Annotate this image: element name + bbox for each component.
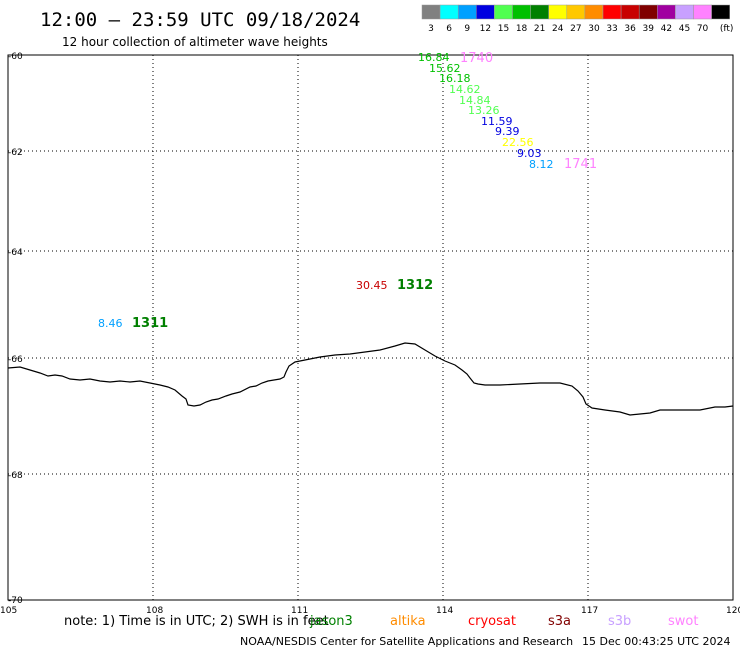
pass-time: 1312 bbox=[397, 278, 433, 293]
coastline bbox=[7, 342, 734, 416]
legend-label: 21 bbox=[534, 24, 545, 34]
satellite-name: swot bbox=[668, 614, 698, 629]
legend-label: 39 bbox=[643, 24, 655, 34]
pass-time-labels: 1740 1741 1312 1311 bbox=[132, 51, 597, 331]
pass-time: 1741 bbox=[564, 157, 597, 172]
satellite-legend: jason3 altika cryosat s3a s3b swot bbox=[309, 614, 698, 629]
legend-swatch bbox=[566, 4, 586, 20]
lon-label-108: 108 bbox=[146, 606, 163, 616]
legend-swatch bbox=[602, 4, 622, 20]
lon-label-117: 117 bbox=[581, 606, 598, 616]
satellite-name: s3b bbox=[608, 614, 631, 629]
swh-value: 15.62 bbox=[429, 62, 461, 75]
map-subtitle: 12 hour collection of altimeter wave hei… bbox=[62, 35, 328, 49]
legend-label: 18 bbox=[516, 24, 528, 34]
legend-swatch bbox=[494, 4, 513, 20]
legend-label: 27 bbox=[570, 24, 581, 34]
swh-value: 9.03 bbox=[517, 147, 542, 160]
legend-swatch bbox=[457, 4, 477, 20]
swh-value: 14.84 bbox=[459, 94, 491, 107]
legend-label: 12 bbox=[480, 24, 491, 34]
swh-value: 30.45 bbox=[356, 279, 388, 292]
legend-swatch bbox=[620, 4, 640, 20]
credit-line: NOAA/NESDIS Center for Satellite Applica… bbox=[240, 635, 573, 648]
satellite-name: cryosat bbox=[468, 614, 516, 629]
swh-value: 11.59 bbox=[481, 115, 513, 128]
swh-value: 8.46 bbox=[98, 317, 123, 330]
lat-label-66: -66 bbox=[8, 355, 23, 365]
graticule bbox=[8, 55, 733, 600]
swh-value: 22.56 bbox=[502, 136, 534, 149]
pass-time: 1740 bbox=[460, 51, 493, 66]
footer-note: note: 1) Time is in UTC; 2) SWH is in fe… bbox=[64, 614, 329, 629]
legend-swatch bbox=[476, 4, 495, 20]
legend-swatch bbox=[638, 4, 658, 20]
swh-value: 16.84 bbox=[418, 51, 450, 64]
legend-label: 36 bbox=[624, 24, 636, 34]
legend-label: 70 bbox=[697, 24, 709, 34]
satellite-name: s3a bbox=[548, 614, 571, 629]
lon-label-111: 111 bbox=[291, 606, 308, 616]
legend-swatch bbox=[675, 4, 694, 20]
lat-label-62: -62 bbox=[8, 148, 23, 158]
color-legend: 3 6 9 12 15 18 21 24 27 30 33 36 39 42 45 70 (ft) bbox=[421, 4, 734, 34]
legend-label: 45 bbox=[679, 24, 690, 34]
lat-label-70: -70 bbox=[8, 596, 23, 606]
legend-swatch bbox=[657, 4, 676, 20]
lon-label-114: 114 bbox=[436, 606, 453, 616]
legend-label: 9 bbox=[464, 24, 470, 34]
lat-label-68: -68 bbox=[8, 471, 23, 481]
lon-label-105: 105 bbox=[0, 606, 17, 616]
legend-swatch bbox=[693, 4, 712, 20]
satellite-name: jason3 bbox=[309, 614, 353, 629]
legend-label: 30 bbox=[588, 24, 600, 34]
render-timestamp: 15 Dec 00:43:25 UTC 2024 bbox=[582, 635, 730, 648]
swh-value: 8.12 bbox=[529, 158, 554, 171]
legend-swatch bbox=[548, 4, 568, 20]
legend-label: 42 bbox=[661, 24, 672, 34]
swh-value: 9.39 bbox=[495, 125, 520, 138]
legend-label: 6 bbox=[446, 24, 452, 34]
legend-swatch bbox=[421, 4, 441, 20]
lon-label-120: 120 bbox=[726, 606, 740, 616]
legend-swatch bbox=[530, 4, 549, 20]
legend-swatch bbox=[711, 4, 730, 20]
legend-label: (ft) bbox=[720, 24, 734, 34]
legend-label: 24 bbox=[552, 24, 564, 34]
swh-observations: 16.84 15.62 16.18 14.62 14.84 13.26 11.5… bbox=[98, 51, 554, 330]
lat-label-60: -60 bbox=[8, 52, 23, 62]
legend-label: 33 bbox=[606, 24, 617, 34]
swh-value: 14.62 bbox=[449, 83, 481, 96]
legend-swatch bbox=[439, 4, 459, 20]
swh-value: 16.18 bbox=[439, 72, 471, 85]
map-title: 12:00 – 23:59 UTC 09/18/2024 bbox=[40, 9, 360, 31]
satellite-name: altika bbox=[390, 614, 426, 629]
legend-swatch bbox=[512, 4, 531, 20]
legend-swatch bbox=[584, 4, 604, 20]
legend-label: 3 bbox=[428, 24, 434, 34]
legend-label: 15 bbox=[498, 24, 509, 34]
pass-time: 1311 bbox=[132, 316, 168, 331]
lat-label-64: -64 bbox=[8, 248, 23, 258]
swh-value: 13.26 bbox=[468, 104, 500, 117]
map-frame bbox=[7, 54, 734, 601]
